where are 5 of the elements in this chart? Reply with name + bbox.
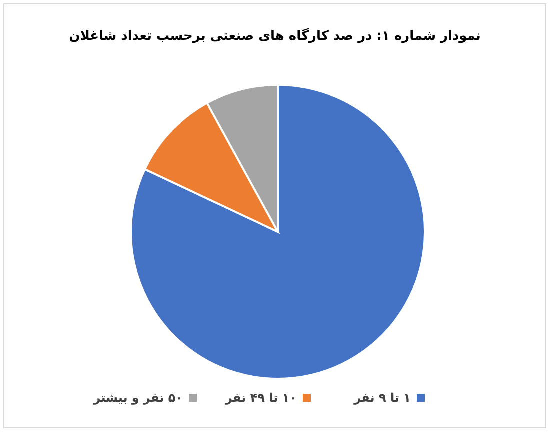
legend-label: ۱ تا ۹ نفر: [353, 391, 411, 405]
chart-title: نمودار شماره ۱: در صد کارگاه های صنعتی برحسب تعداد شاغلان: [69, 28, 481, 44]
pie-slice: [130, 84, 426, 380]
legend-label: ۵۰ نفر و بیشتر: [92, 391, 183, 405]
legend-label: ۱۰ تا ۴۹ نفر: [224, 391, 297, 405]
